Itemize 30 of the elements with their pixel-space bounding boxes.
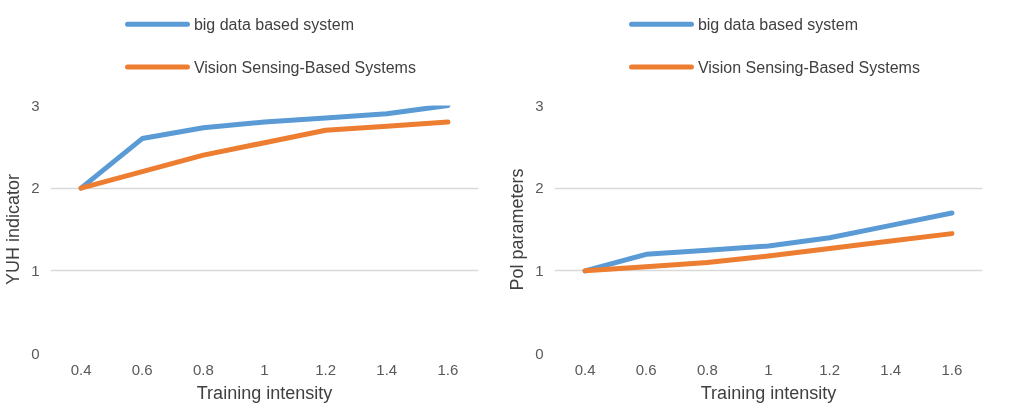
x-tick-label: 1.6 [437,360,459,378]
x-tick-label: 0.8 [696,360,718,378]
x-tick-label: 1.6 [941,360,963,378]
y-axis-title: YUH indicator [3,173,24,286]
x-tick-label: 0.4 [70,360,92,378]
y-axis-title: Pol parameters [507,168,528,291]
legend-label: big data based system [697,15,858,33]
y-tick-label: 3 [31,96,40,114]
y-tick-label: 0 [31,344,40,362]
y-tick-label: 2 [31,179,40,197]
x-tick-label: 1 [260,360,269,378]
x-tick-label: 1.2 [819,360,841,378]
legend-label: big data based system [193,15,354,33]
x-tick-label: 1 [764,360,773,378]
x-tick-label: 0.4 [574,360,596,378]
x-tick-label: 0.6 [131,360,153,378]
y-tick-label: 2 [535,179,544,197]
y-tick-label: 0 [535,344,544,362]
y-tick-label: 1 [535,261,544,279]
x-tick-label: 1.4 [376,360,398,378]
y-tick-label: 3 [535,96,544,114]
legend-label: Vision Sensing-Based Systems [193,58,416,76]
x-tick-label: 1.4 [880,360,902,378]
x-tick-label: 0.6 [635,360,657,378]
x-tick-label: 0.8 [192,360,214,378]
y-tick-label: 1 [31,261,40,279]
x-axis-title: Training intensity [196,382,333,403]
x-axis-title: Training intensity [700,382,837,403]
x-tick-label: 1.2 [315,360,337,378]
legend-label: Vision Sensing-Based Systems [697,58,920,76]
